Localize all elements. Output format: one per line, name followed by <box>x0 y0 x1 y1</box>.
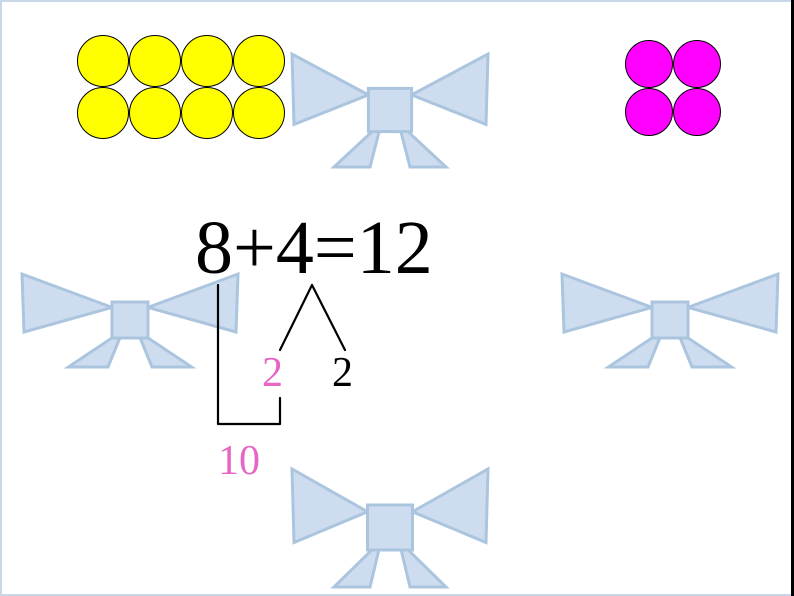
count-circle <box>625 88 673 136</box>
canvas-border <box>0 0 794 596</box>
diagram-lines <box>0 0 794 596</box>
bow-icon <box>560 270 780 370</box>
count-circle <box>673 88 721 136</box>
bracket-result: 10 <box>218 440 260 482</box>
count-circle <box>77 87 129 139</box>
count-circle <box>673 40 721 88</box>
count-circle <box>129 35 181 87</box>
count-circle <box>625 40 673 88</box>
count-circle <box>181 87 233 139</box>
equation-text: 8+4=12 <box>195 210 433 286</box>
count-circle <box>233 87 285 139</box>
split-right-value: 2 <box>332 352 353 394</box>
count-circle <box>77 35 129 87</box>
split-left-value: 2 <box>262 352 283 394</box>
count-circle <box>181 35 233 87</box>
count-circle <box>129 87 181 139</box>
bow-icon <box>290 465 490 590</box>
bow-icon <box>290 50 490 170</box>
count-circle <box>233 35 285 87</box>
